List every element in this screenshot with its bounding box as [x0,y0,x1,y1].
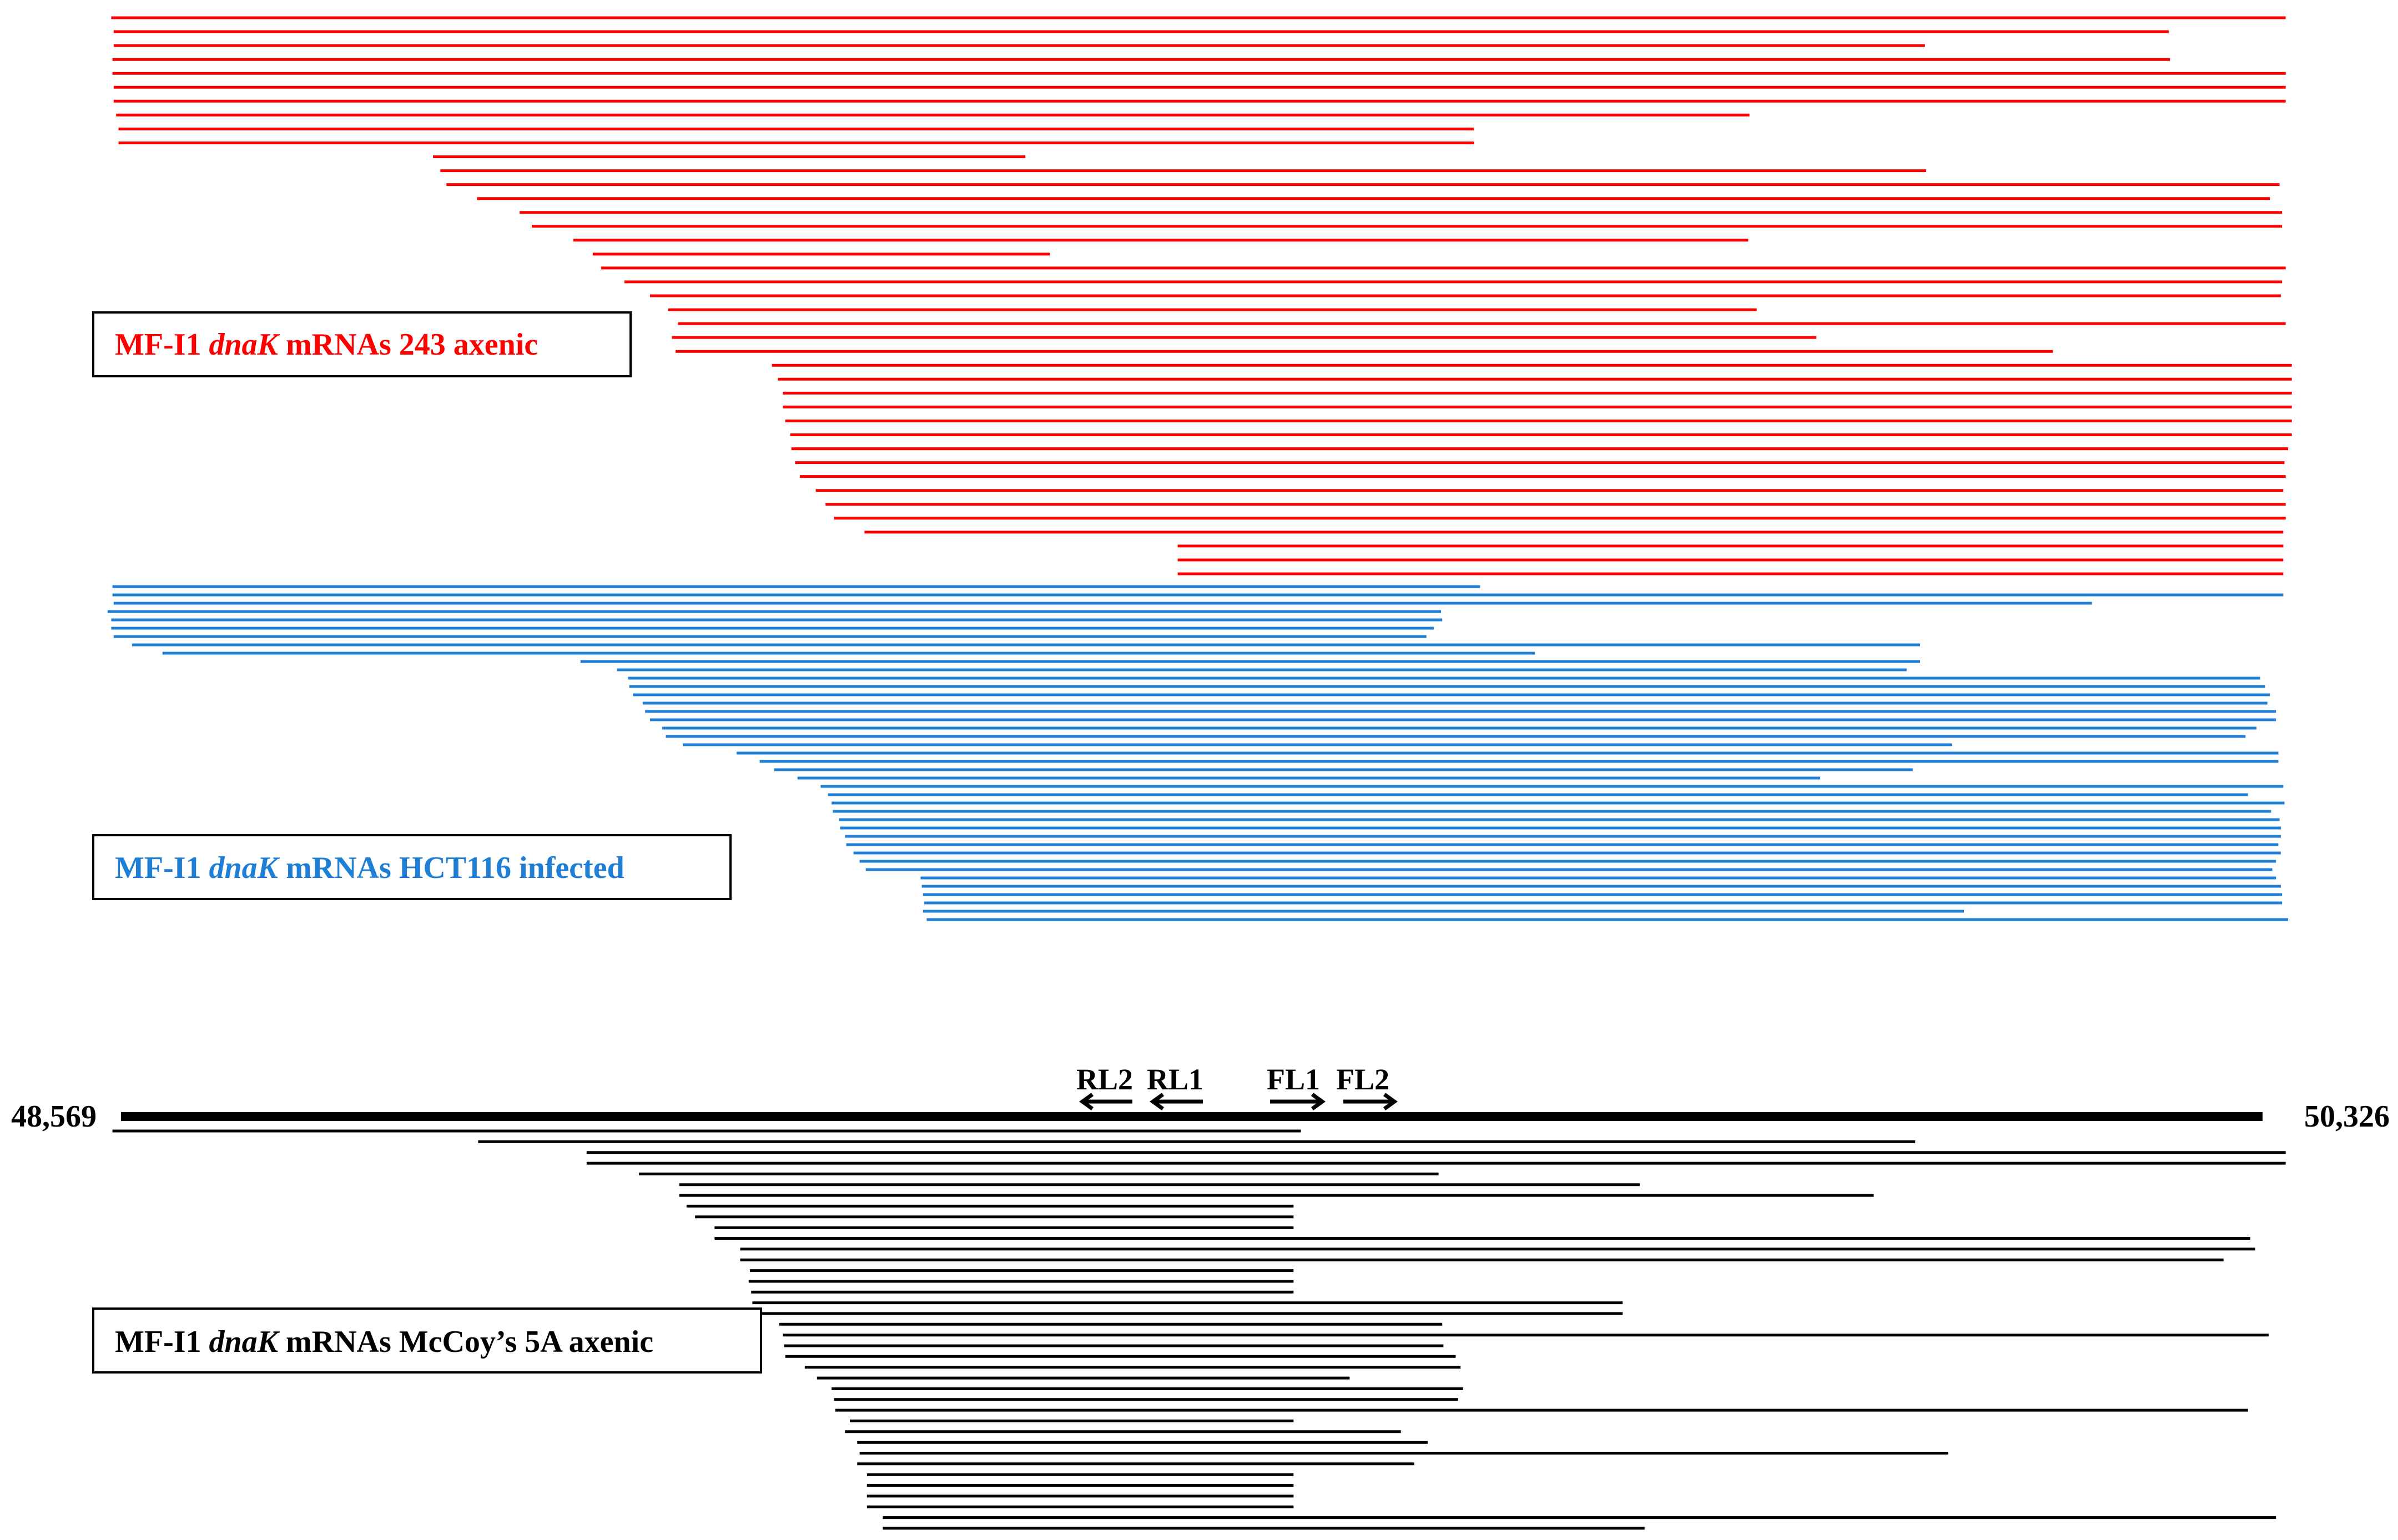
hct116-infected-legend-label: MF-I1 dnaK mRNAs HCT116 infected [115,851,624,885]
genome-end-label: 50,326 [2304,1099,2390,1134]
axenic-243-legend-label: MF-I1 dnaK mRNAs 243 axenic [115,327,538,362]
primer-label-rl1: RL1 [1147,1063,1203,1096]
primer-label-fl2: FL2 [1336,1063,1389,1096]
genome-axis: 48,569 50,326 [11,1099,2390,1134]
primer-arrowhead-rl1 [1150,1093,1165,1110]
primer-arrowhead-fl1 [1311,1093,1326,1110]
mccoy-5a-axenic-legend-label: MF-I1 dnaK mRNAs McCoy’s 5A axenic [115,1325,653,1359]
primer-label-fl1: FL1 [1267,1063,1320,1096]
primer-label-rl2: RL2 [1076,1063,1133,1096]
genome-start-label: 48,569 [11,1099,97,1134]
mccoy-5a-axenic-legend: MF-I1 dnaK mRNAs McCoy’s 5A axenic [92,1307,762,1374]
hct116-infected-read-group [107,585,2289,921]
primer-markers: RL2 RL1 FL1 FL2 [1076,1063,1398,1110]
axenic-243-read-group [111,16,2292,575]
hct116-infected-legend: MF-I1 dnaK mRNAs HCT116 infected [92,834,732,900]
primer-arrowhead-fl2 [1383,1093,1398,1110]
primer-arrowhead-rl2 [1079,1093,1094,1110]
mccoy-5a-axenic-read-group [112,1129,2286,1530]
axenic-243-legend: MF-I1 dnaK mRNAs 243 axenic [92,311,632,377]
axenic-243-legend-box [92,311,632,377]
hct116-infected-legend-box [92,834,732,900]
mccoy-5a-axenic-legend-box [92,1307,762,1374]
